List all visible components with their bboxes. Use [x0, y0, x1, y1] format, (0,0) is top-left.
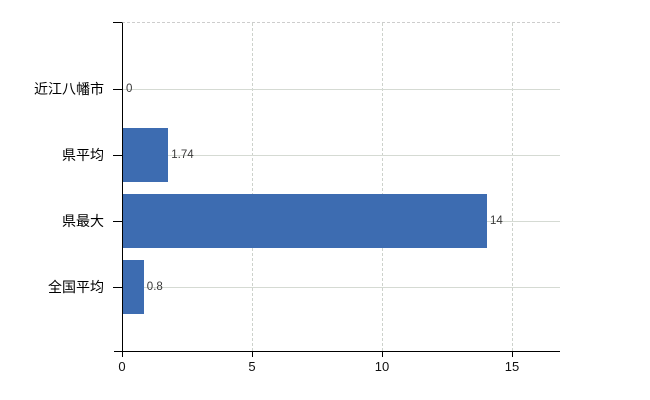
x-tick-label-5: 5 — [248, 359, 256, 374]
row-gridline — [123, 155, 560, 156]
y-axis-tick — [113, 221, 122, 222]
category-label-omihachiman: 近江八幡市 — [34, 81, 104, 97]
value-label: 0.8 — [146, 281, 163, 293]
x-axis-tick — [122, 352, 123, 357]
value-label: 14 — [490, 215, 503, 227]
x-tick-label-0: 0 — [118, 359, 126, 374]
plot-area: 0 1.74 14 0.8 — [113, 22, 560, 352]
y-axis-tick — [113, 22, 122, 23]
x-tick-label-10: 10 — [374, 359, 390, 374]
x-axis-tick — [382, 352, 383, 357]
x-axis-overhang — [114, 351, 122, 352]
x-axis-tick — [252, 352, 253, 357]
x-tick-label-15: 15 — [504, 359, 520, 374]
bar-national-average — [123, 260, 144, 314]
y-axis-tick — [113, 287, 122, 288]
y-axis-tick — [113, 89, 122, 90]
bar-pref-max — [123, 194, 487, 248]
x-axis-tick — [512, 352, 513, 357]
y-axis-tick — [113, 155, 122, 156]
bar-pref-average — [123, 128, 169, 182]
category-label-pref-max: 県最大 — [62, 213, 104, 229]
category-label-pref-average: 県平均 — [62, 147, 104, 163]
vertical-gridline-15 — [512, 23, 513, 351]
row-gridline — [123, 287, 560, 288]
value-label: 0 — [126, 83, 133, 95]
category-label-national-average: 全国平均 — [48, 279, 104, 295]
vertical-gridline-5 — [252, 23, 253, 351]
row-gridline — [123, 89, 560, 90]
vertical-gridline-10 — [382, 23, 383, 351]
value-label: 1.74 — [171, 149, 194, 161]
